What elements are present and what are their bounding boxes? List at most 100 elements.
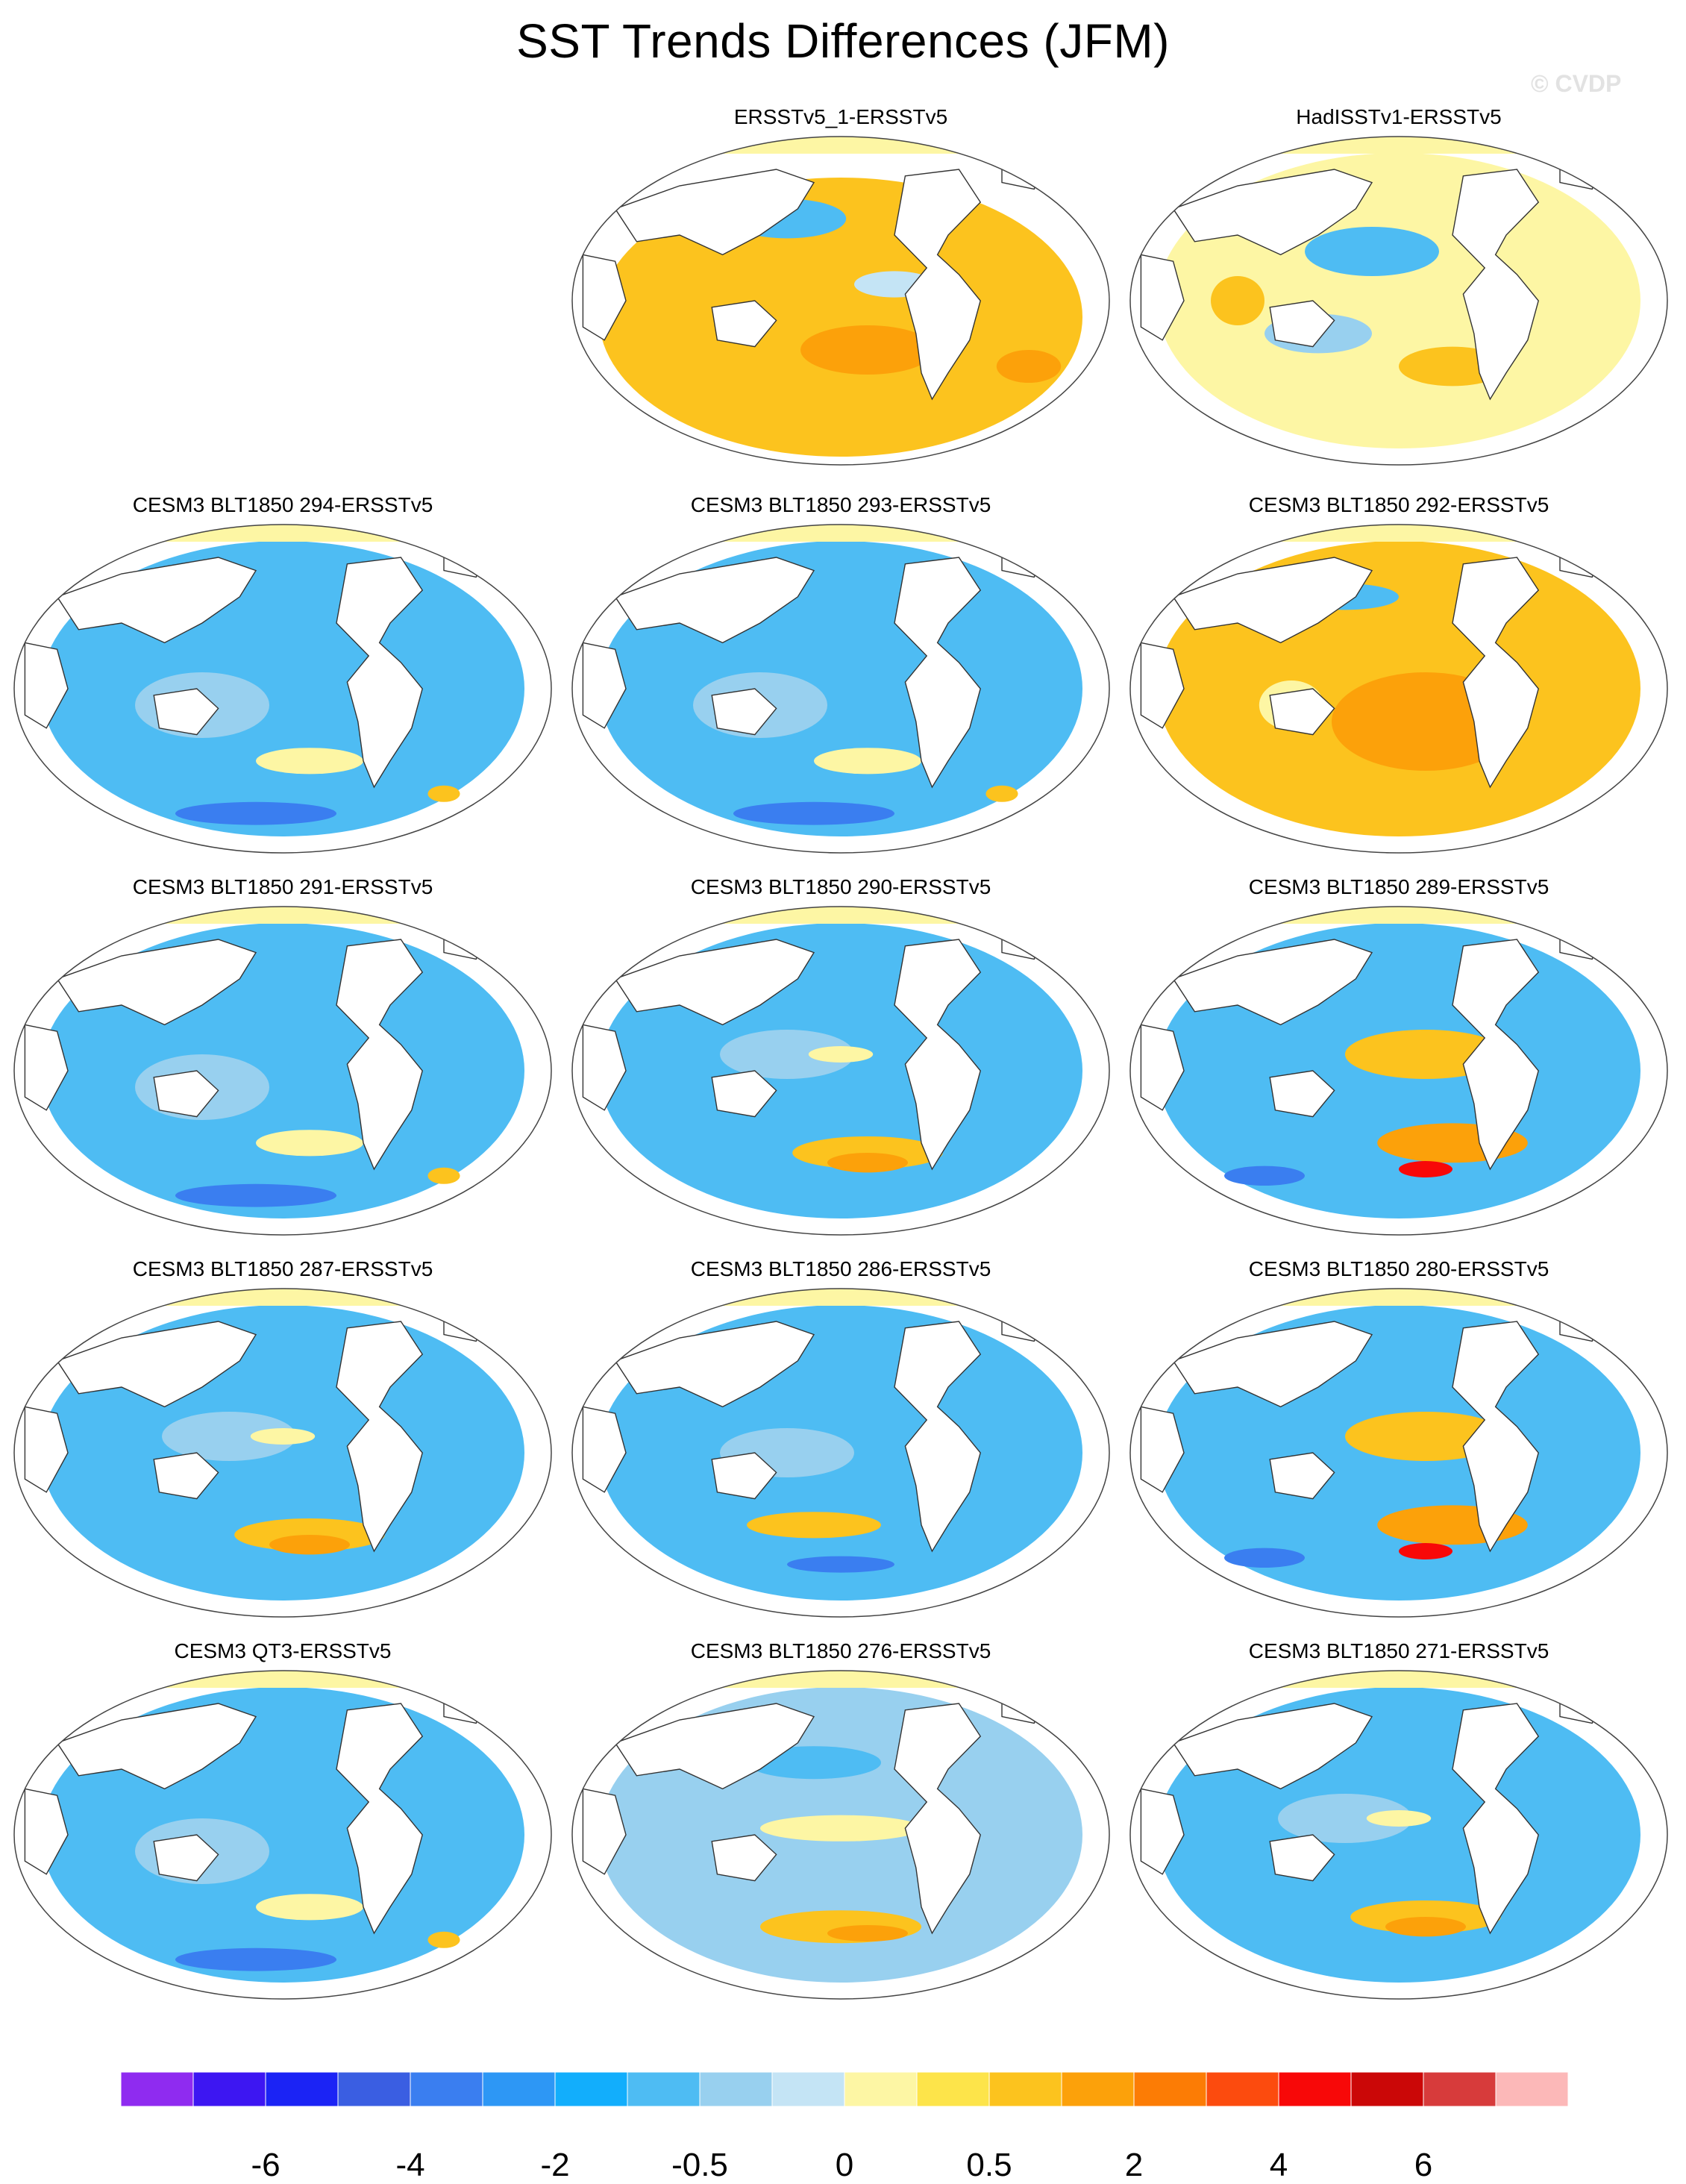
sst-field-region xyxy=(1211,276,1264,325)
landmass xyxy=(56,1321,257,1408)
colorbar-swatch xyxy=(410,2072,483,2107)
landmass xyxy=(582,254,627,341)
colorbar-tick-label: 4 xyxy=(1269,2147,1288,2183)
colorbar-swatch xyxy=(121,2072,194,2107)
colorbar-tick-label: -4 xyxy=(395,2147,425,2183)
landmass xyxy=(56,939,257,1026)
figure-title: SST Trends Differences (JFM) xyxy=(516,14,1170,68)
landmass xyxy=(1452,1321,1540,1553)
colorbar-swatch xyxy=(192,2072,266,2107)
colorbar-swatch xyxy=(1495,2072,1568,2107)
robinson-map xyxy=(1129,136,1668,466)
panel-title: CESM3 BLT1850 271-ERSSTv5 xyxy=(1248,1639,1549,1662)
colorbar-swatch xyxy=(554,2072,628,2107)
landmass xyxy=(711,688,777,736)
landmass xyxy=(1172,169,1373,256)
landmass xyxy=(1172,1321,1373,1408)
map-panel: CESM3 BLT1850 290-ERSSTv5 xyxy=(567,874,1115,1248)
map-outline xyxy=(1129,524,1668,854)
panel-title: CESM3 BLT1850 292-ERSSTv5 xyxy=(1248,493,1549,516)
colorbar-swatch xyxy=(988,2072,1062,2107)
robinson-map xyxy=(571,906,1110,1236)
landmass xyxy=(614,169,815,256)
map-outline xyxy=(1129,1288,1668,1618)
map-outline xyxy=(13,1670,552,2000)
sst-field-region xyxy=(1385,1917,1466,1937)
sst-field-region xyxy=(256,748,363,775)
landmass xyxy=(894,1321,982,1553)
map-outline xyxy=(1129,136,1668,466)
sst-field-region xyxy=(1278,1794,1412,1843)
landmass xyxy=(1140,1024,1185,1111)
sst-field-region xyxy=(175,1183,336,1207)
landmass xyxy=(894,939,982,1171)
landmass xyxy=(1452,1703,1540,1935)
sst-field-region xyxy=(760,1815,921,1842)
colorbar-tick-label: -2 xyxy=(540,2147,570,2183)
map-outline xyxy=(571,1670,1110,2000)
landmass xyxy=(1269,1070,1335,1118)
panel-title: HadISSTv1-ERSSTv5 xyxy=(1296,105,1502,128)
colorbar-swatch xyxy=(482,2072,556,2107)
colorbar-swatch xyxy=(1423,2072,1497,2107)
sst-field-region xyxy=(747,1512,881,1539)
sst-field-region xyxy=(985,785,1018,802)
arctic-region xyxy=(14,907,551,924)
landmass xyxy=(56,1703,257,1790)
robinson-map xyxy=(13,524,552,854)
landmass xyxy=(582,1024,627,1111)
arctic-region xyxy=(14,1671,551,1688)
landmass xyxy=(711,1452,777,1500)
colorbar-swatch xyxy=(1206,2072,1279,2107)
map-panel: CESM3 BLT1850 292-ERSSTv5 xyxy=(1125,492,1673,866)
landmass xyxy=(1172,939,1373,1026)
robinson-map xyxy=(571,136,1110,466)
panel-title: CESM3 BLT1850 286-ERSSTv5 xyxy=(690,1257,991,1280)
map-outline xyxy=(1129,906,1668,1236)
colorbar-tick-label: 0.5 xyxy=(966,2147,1012,2183)
map-panel: CESM3 BLT1850 294-ERSSTv5 xyxy=(9,492,557,866)
robinson-map xyxy=(1129,1670,1668,2000)
landmass xyxy=(56,557,257,644)
map-panel: HadISSTv1-ERSSTv5 xyxy=(1125,104,1673,478)
sst-field-region xyxy=(256,1894,363,1921)
arctic-region xyxy=(572,137,1109,154)
map-outline xyxy=(571,1288,1110,1618)
landmass xyxy=(894,557,982,789)
panel-title: CESM3 BLT1850 294-ERSSTv5 xyxy=(132,493,433,516)
landmass xyxy=(1140,254,1185,341)
colorbar-swatch xyxy=(699,2072,773,2107)
map-panel: CESM3 BLT1850 293-ERSSTv5 xyxy=(567,492,1115,866)
sst-field-region xyxy=(162,1412,296,1461)
colorbar-swatch xyxy=(1133,2072,1207,2107)
map-panel: CESM3 BLT1850 271-ERSSTv5 xyxy=(1125,1639,1673,2012)
colorbar-swatch xyxy=(916,2072,990,2107)
arctic-region xyxy=(572,1671,1109,1688)
map-outline xyxy=(571,136,1110,466)
sst-field-region xyxy=(720,1030,854,1079)
landmass xyxy=(1452,169,1540,401)
panel-title: CESM3 BLT1850 293-ERSSTv5 xyxy=(690,493,991,516)
landmass xyxy=(24,642,69,729)
landmass xyxy=(336,557,424,789)
panel-title: CESM3 BLT1850 290-ERSSTv5 xyxy=(690,875,991,898)
landmass xyxy=(24,1024,69,1111)
sst-field-region xyxy=(1399,1543,1452,1559)
robinson-map xyxy=(571,1288,1110,1618)
map-panel: CESM3 BLT1850 291-ERSSTv5 xyxy=(9,874,557,1248)
colorbar-swatch xyxy=(265,2072,339,2107)
sst-field-region xyxy=(427,1167,460,1184)
landmass xyxy=(1140,642,1185,729)
landmass xyxy=(582,642,627,729)
colorbar-swatch xyxy=(1350,2072,1424,2107)
map-panel: CESM3 BLT1850 289-ERSSTv5 xyxy=(1125,874,1673,1248)
robinson-map xyxy=(571,1670,1110,2000)
sst-field-region xyxy=(996,350,1062,383)
panel-title: CESM3 BLT1850 276-ERSSTv5 xyxy=(690,1639,991,1662)
landmass xyxy=(582,1406,627,1493)
landmass xyxy=(24,1406,69,1493)
colorbar-tick-label: 0 xyxy=(835,2147,854,2183)
map-panel: CESM3 BLT1850 276-ERSSTv5 xyxy=(567,1639,1115,2012)
map-outline xyxy=(571,906,1110,1236)
panel-title: ERSSTv5_1-ERSSTv5 xyxy=(733,105,948,128)
